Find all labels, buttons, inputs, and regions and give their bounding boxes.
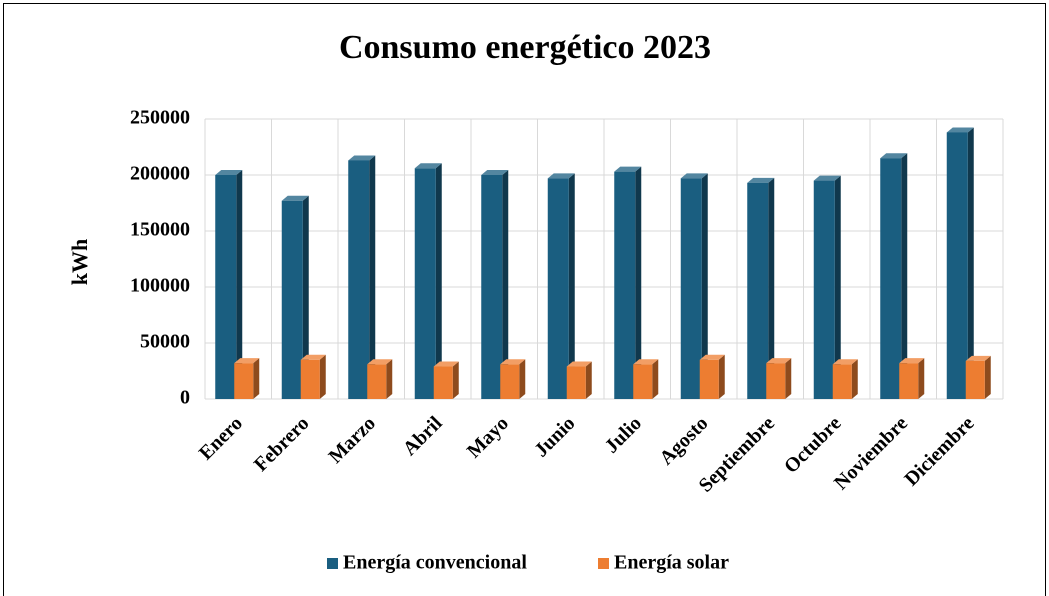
bar-side xyxy=(785,358,792,399)
bar-side xyxy=(319,354,326,399)
bar-side xyxy=(502,170,509,399)
bar-side xyxy=(901,153,908,399)
chart-border xyxy=(3,3,1046,596)
bar-top xyxy=(281,195,309,201)
y-tick-label: 150000 xyxy=(130,219,190,241)
bar-top xyxy=(566,361,592,367)
bar-top xyxy=(300,354,326,360)
bar-side xyxy=(519,359,526,399)
bar-side xyxy=(918,358,925,399)
bar-top xyxy=(614,166,642,172)
bar xyxy=(348,160,370,399)
bar-top xyxy=(680,173,708,179)
bar-top xyxy=(215,170,243,175)
legend-label: Energía convencional xyxy=(343,552,527,574)
bar-top xyxy=(880,153,908,159)
bar xyxy=(566,366,586,399)
bar xyxy=(234,363,254,399)
legend-swatch xyxy=(598,558,609,569)
bar-top xyxy=(946,127,974,133)
bar-side xyxy=(851,359,858,399)
bar xyxy=(215,175,237,399)
bar xyxy=(699,359,719,399)
bar-top xyxy=(547,173,575,179)
bar xyxy=(965,360,985,399)
bar xyxy=(300,359,320,399)
bar-top xyxy=(633,359,659,365)
y-tick-label: 100000 xyxy=(130,275,190,297)
bar xyxy=(433,366,453,399)
bar-side xyxy=(568,173,575,399)
bar-top xyxy=(367,359,393,365)
bar-side xyxy=(701,173,708,399)
bar-top xyxy=(832,359,858,365)
bar-top xyxy=(348,155,376,161)
bar-side xyxy=(302,195,309,399)
bar-side xyxy=(435,163,442,399)
bar xyxy=(880,158,902,399)
bar-side xyxy=(386,359,393,399)
bar xyxy=(547,178,569,399)
bar-side xyxy=(967,127,974,399)
bar-top xyxy=(965,355,991,361)
bar-top xyxy=(414,163,442,169)
bar xyxy=(766,363,786,399)
bar-side xyxy=(718,354,725,399)
bar xyxy=(281,200,303,399)
y-tick-label: 200000 xyxy=(130,163,190,185)
bar xyxy=(614,171,636,399)
bar xyxy=(481,175,503,399)
bar xyxy=(414,168,436,399)
bar-top xyxy=(766,358,792,364)
legend-swatch xyxy=(327,558,338,569)
y-axis-title: kWh xyxy=(67,239,92,285)
bar-top xyxy=(813,175,841,181)
bar-side xyxy=(236,170,243,399)
bar-top xyxy=(699,354,725,360)
bar-top xyxy=(433,361,459,367)
bar-side xyxy=(369,155,376,399)
bar-top xyxy=(500,359,526,365)
bar xyxy=(832,364,852,399)
bar-side xyxy=(652,359,659,399)
y-tick-label: 0 xyxy=(180,387,190,409)
bar xyxy=(680,178,702,399)
bar-side xyxy=(984,355,991,399)
bar-side xyxy=(768,177,775,399)
bar xyxy=(633,364,653,399)
legend-label: Energía solar xyxy=(614,552,729,574)
bar xyxy=(367,364,387,399)
bar xyxy=(500,364,520,399)
bar-side xyxy=(834,175,841,399)
bar-side xyxy=(635,166,642,399)
bar-top xyxy=(747,177,775,183)
bar-side xyxy=(253,358,260,399)
bar xyxy=(899,363,919,399)
bar xyxy=(813,180,835,399)
bar-top xyxy=(481,170,509,175)
y-tick-label: 50000 xyxy=(140,331,190,353)
bar-top xyxy=(234,358,260,364)
y-tick-label: 250000 xyxy=(130,107,190,129)
bar-top xyxy=(899,358,925,364)
bar-side xyxy=(452,361,459,399)
bar xyxy=(747,182,769,399)
bar xyxy=(946,132,968,399)
chart-title: Consumo energético 2023 xyxy=(339,29,711,66)
bar-side xyxy=(585,361,592,399)
